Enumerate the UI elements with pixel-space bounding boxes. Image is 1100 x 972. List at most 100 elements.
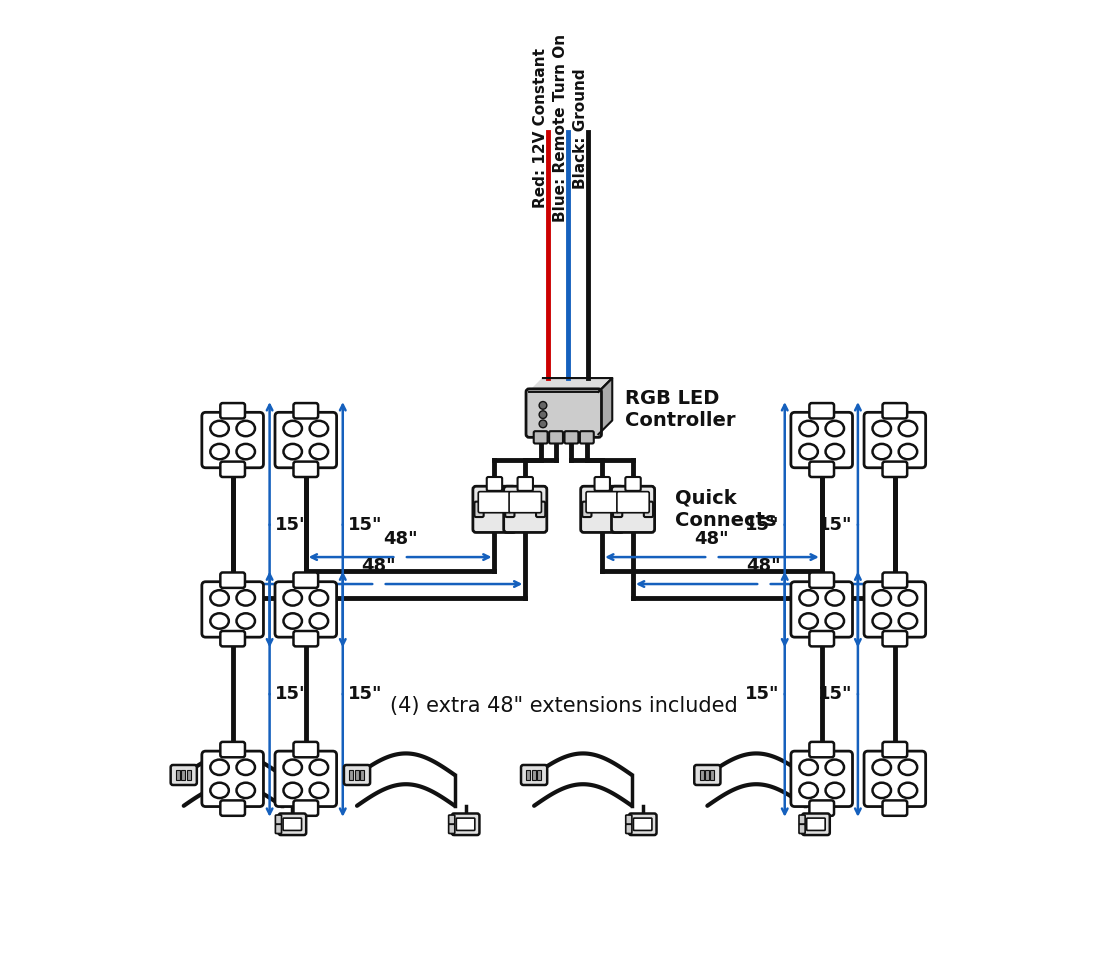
FancyBboxPatch shape [487,477,502,491]
Ellipse shape [800,590,818,606]
Text: 15": 15" [275,516,309,534]
FancyBboxPatch shape [882,573,908,588]
Ellipse shape [872,421,891,436]
Ellipse shape [899,590,917,606]
Ellipse shape [310,613,328,629]
FancyBboxPatch shape [644,502,653,517]
FancyBboxPatch shape [612,486,654,533]
Ellipse shape [210,444,229,460]
FancyBboxPatch shape [449,824,454,834]
FancyBboxPatch shape [799,816,805,824]
FancyBboxPatch shape [473,486,516,533]
Text: (4) extra 48" extensions included: (4) extra 48" extensions included [389,696,738,715]
FancyBboxPatch shape [534,432,548,443]
FancyBboxPatch shape [810,462,834,477]
Ellipse shape [210,421,229,436]
FancyBboxPatch shape [581,486,624,533]
Ellipse shape [236,421,255,436]
FancyBboxPatch shape [634,818,652,830]
Ellipse shape [236,782,255,798]
FancyBboxPatch shape [810,742,834,757]
Circle shape [539,411,547,419]
FancyBboxPatch shape [275,581,337,638]
FancyBboxPatch shape [521,765,547,785]
FancyBboxPatch shape [505,502,515,517]
Text: RGB LED
Controller: RGB LED Controller [626,389,736,430]
Text: 48": 48" [747,557,781,574]
Ellipse shape [284,613,301,629]
FancyBboxPatch shape [275,751,337,807]
FancyBboxPatch shape [865,751,926,807]
Ellipse shape [310,444,328,460]
FancyBboxPatch shape [595,477,609,491]
FancyBboxPatch shape [617,492,649,512]
FancyBboxPatch shape [882,742,908,757]
FancyBboxPatch shape [882,403,908,419]
Ellipse shape [310,782,328,798]
FancyBboxPatch shape [518,477,534,491]
Polygon shape [598,378,613,434]
FancyBboxPatch shape [613,502,623,517]
FancyBboxPatch shape [586,492,618,512]
FancyBboxPatch shape [220,462,245,477]
Ellipse shape [800,421,818,436]
FancyBboxPatch shape [882,462,908,477]
Bar [700,771,704,780]
Text: 48": 48" [695,530,729,548]
Ellipse shape [284,782,301,798]
Ellipse shape [800,782,818,798]
Bar [176,771,180,780]
Text: Black: Ground: Black: Ground [573,68,588,189]
FancyBboxPatch shape [613,502,623,517]
Bar [537,771,541,780]
FancyBboxPatch shape [283,818,301,830]
FancyBboxPatch shape [474,502,484,517]
FancyBboxPatch shape [504,486,547,533]
FancyBboxPatch shape [799,824,805,834]
Ellipse shape [236,759,255,775]
Bar [711,771,714,780]
FancyBboxPatch shape [294,631,318,646]
Text: 15": 15" [348,685,383,703]
Text: 15": 15" [818,516,852,534]
Ellipse shape [310,590,328,606]
FancyBboxPatch shape [806,818,825,830]
FancyBboxPatch shape [294,573,318,588]
FancyBboxPatch shape [220,800,245,816]
Bar [354,771,359,780]
Ellipse shape [284,759,301,775]
Ellipse shape [826,782,844,798]
FancyBboxPatch shape [536,502,546,517]
FancyBboxPatch shape [526,389,602,437]
FancyBboxPatch shape [201,581,264,638]
FancyBboxPatch shape [220,631,245,646]
Ellipse shape [899,782,917,798]
FancyBboxPatch shape [201,751,264,807]
FancyBboxPatch shape [802,814,829,835]
Text: 15": 15" [745,516,780,534]
Text: 15": 15" [745,685,780,703]
FancyBboxPatch shape [582,502,592,517]
FancyBboxPatch shape [549,432,563,443]
Ellipse shape [899,759,917,775]
FancyBboxPatch shape [452,814,480,835]
Ellipse shape [899,613,917,629]
Ellipse shape [236,613,255,629]
Circle shape [539,420,547,428]
Ellipse shape [284,444,301,460]
FancyBboxPatch shape [865,581,926,638]
Text: 48": 48" [362,557,396,574]
Ellipse shape [236,590,255,606]
FancyBboxPatch shape [220,742,245,757]
FancyBboxPatch shape [791,581,852,638]
Bar [350,771,353,780]
Ellipse shape [800,613,818,629]
Polygon shape [529,378,613,392]
FancyBboxPatch shape [564,432,579,443]
Bar [187,771,190,780]
Ellipse shape [826,444,844,460]
FancyBboxPatch shape [810,403,834,419]
FancyBboxPatch shape [505,502,515,517]
Text: 15": 15" [348,516,383,534]
Bar [705,771,708,780]
